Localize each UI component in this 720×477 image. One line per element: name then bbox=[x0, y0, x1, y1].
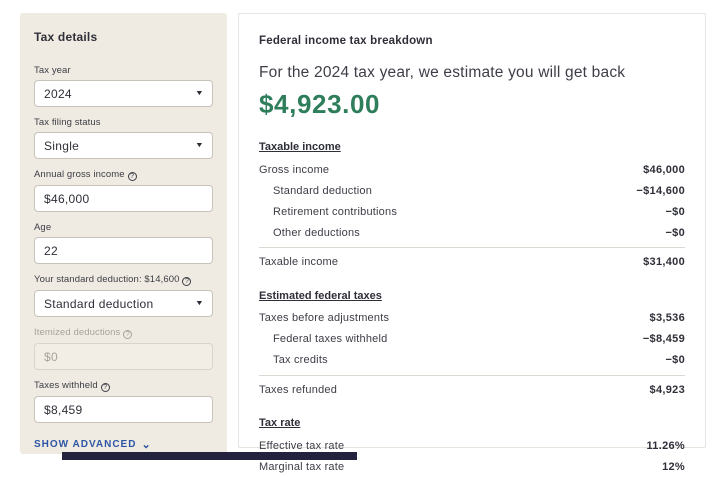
taxes-withheld-label: Taxes withheld? bbox=[34, 380, 213, 392]
tax-filing-status-value: Single bbox=[44, 138, 80, 153]
itemized-deductions-input: $0 bbox=[34, 343, 213, 370]
breakdown-row: Taxes refunded $4,923 bbox=[259, 374, 685, 401]
row-label: Standard deduction bbox=[273, 184, 373, 197]
breakdown-row: Retirement contributions −$0 bbox=[259, 201, 685, 222]
field-standard-deduction: Your standard deduction: $14,600? Standar… bbox=[34, 274, 213, 317]
info-icon[interactable]: ? bbox=[123, 330, 133, 339]
field-tax-year: Tax year 2024 ▼ bbox=[34, 65, 213, 107]
section-tax-rate: Tax rate Effective tax rate 11.26% Marginal… bbox=[259, 417, 685, 477]
row-label: Taxes before adjustments bbox=[259, 312, 390, 324]
row-label: Taxable income bbox=[259, 256, 339, 268]
itemized-deductions-value: $0 bbox=[44, 349, 58, 364]
field-taxes-withheld: Taxes withheld? $8,459 bbox=[34, 380, 213, 423]
standard-deduction-label: Your standard deduction: $14,600? bbox=[34, 274, 213, 286]
row-value: $31,400 bbox=[643, 256, 685, 268]
show-advanced-link[interactable]: SHOW ADVANCED ⌄ bbox=[34, 439, 213, 450]
row-value: −$14,600 bbox=[636, 184, 685, 197]
tax-filing-status-label: Tax filing status bbox=[34, 117, 101, 128]
tax-year-select[interactable]: 2024 ▼ bbox=[34, 80, 213, 107]
row-value: $4,923 bbox=[649, 383, 685, 396]
panel-title: Tax details bbox=[34, 30, 98, 44]
row-value: $3,536 bbox=[649, 312, 685, 324]
caret-down-icon: ▼ bbox=[194, 300, 205, 307]
row-label: Marginal tax rate bbox=[259, 460, 345, 473]
itemized-deductions-label: Itemized deductions? bbox=[34, 327, 213, 339]
row-value: −$0 bbox=[665, 226, 685, 239]
refund-amount: $4,923.00 bbox=[259, 89, 381, 119]
field-tax-filing-status: Tax filing status Single ▼ bbox=[34, 117, 213, 159]
section-taxable-income: Taxable income Gross income $46,000 Standar… bbox=[259, 141, 685, 273]
breakdown-row: Standard deduction −$14,600 bbox=[259, 180, 685, 201]
section-heading: Tax rate bbox=[259, 417, 301, 429]
standard-deduction-value: Standard deduction bbox=[44, 296, 154, 311]
annual-gross-income-label: Annual gross income? bbox=[34, 169, 213, 181]
tax-filing-status-select[interactable]: Single ▼ bbox=[34, 132, 213, 159]
row-value: −$0 bbox=[665, 205, 685, 218]
breakdown-row: Taxable income $31,400 bbox=[259, 247, 685, 273]
row-value: $46,000 bbox=[643, 163, 685, 176]
row-value: −$0 bbox=[665, 354, 685, 366]
field-annual-gross-income: Annual gross income? $46,000 bbox=[34, 169, 213, 212]
field-age: Age 22 bbox=[34, 222, 213, 264]
row-value: 12% bbox=[662, 460, 685, 473]
taxes-withheld-input[interactable]: $8,459 bbox=[34, 396, 213, 423]
standard-deduction-select[interactable]: Standard deduction ▼ bbox=[34, 290, 213, 317]
age-input[interactable]: 22 bbox=[34, 237, 213, 264]
breakdown-title: Federal income tax breakdown bbox=[259, 35, 433, 47]
breakdown-sections: Taxable income Gross income $46,000 Standar… bbox=[259, 141, 685, 477]
info-icon[interactable]: ? bbox=[100, 383, 110, 392]
row-label: Federal taxes withheld bbox=[273, 333, 388, 345]
row-label: Other deductions bbox=[273, 226, 360, 239]
age-value: 22 bbox=[44, 243, 58, 258]
section-heading: Estimated federal taxes bbox=[259, 289, 382, 302]
row-label: Tax credits bbox=[273, 354, 328, 366]
form-fields: Tax year 2024 ▼ Tax filing status Single ▼ Ann… bbox=[34, 65, 213, 423]
taxes-withheld-value: $8,459 bbox=[44, 402, 83, 417]
annual-gross-income-input[interactable]: $46,000 bbox=[34, 185, 213, 212]
row-value: 11.26% bbox=[646, 439, 685, 452]
info-icon[interactable]: ? bbox=[182, 277, 192, 286]
annual-gross-income-value: $46,000 bbox=[44, 191, 90, 206]
info-icon[interactable]: ? bbox=[127, 172, 137, 181]
row-value: −$8,459 bbox=[642, 333, 685, 345]
caret-down-icon: ▼ bbox=[194, 90, 205, 97]
row-label: Gross income bbox=[259, 163, 330, 176]
breakdown-row: Federal taxes withheld −$8,459 bbox=[259, 329, 685, 350]
chevron-down-icon: ⌄ bbox=[141, 438, 152, 451]
breakdown-row: Effective tax rate 11.26% bbox=[259, 435, 685, 456]
tax-year-value: 2024 bbox=[44, 86, 72, 101]
field-itemized-deductions: Itemized deductions? $0 bbox=[34, 327, 213, 370]
breakdown-row: Tax credits −$0 bbox=[259, 350, 685, 371]
show-advanced-label: SHOW ADVANCED bbox=[34, 439, 137, 450]
row-label: Retirement contributions bbox=[273, 205, 398, 218]
breakdown-row: Taxes before adjustments $3,536 bbox=[259, 308, 685, 329]
row-label: Taxes refunded bbox=[259, 383, 338, 396]
breakdown-row: Other deductions −$0 bbox=[259, 222, 685, 243]
age-label: Age bbox=[34, 222, 52, 233]
refund-intro-text: For the 2024 tax year, we estimate you w… bbox=[259, 64, 626, 81]
bottom-edge-bar bbox=[62, 452, 357, 460]
breakdown-panel: Federal income tax breakdown For the 202… bbox=[238, 13, 706, 473]
section-heading: Taxable income bbox=[259, 141, 341, 153]
section-estimated-federal-taxes: Estimated federal taxes Taxes before adju… bbox=[259, 290, 685, 401]
tax-year-label: Tax year bbox=[34, 65, 71, 76]
row-label: Effective tax rate bbox=[259, 439, 345, 452]
tax-details-panel: Tax details Tax year 2024 ▼ Tax filing stat… bbox=[20, 13, 227, 454]
caret-down-icon: ▼ bbox=[194, 142, 205, 149]
breakdown-row: Gross income $46,000 bbox=[259, 159, 685, 180]
